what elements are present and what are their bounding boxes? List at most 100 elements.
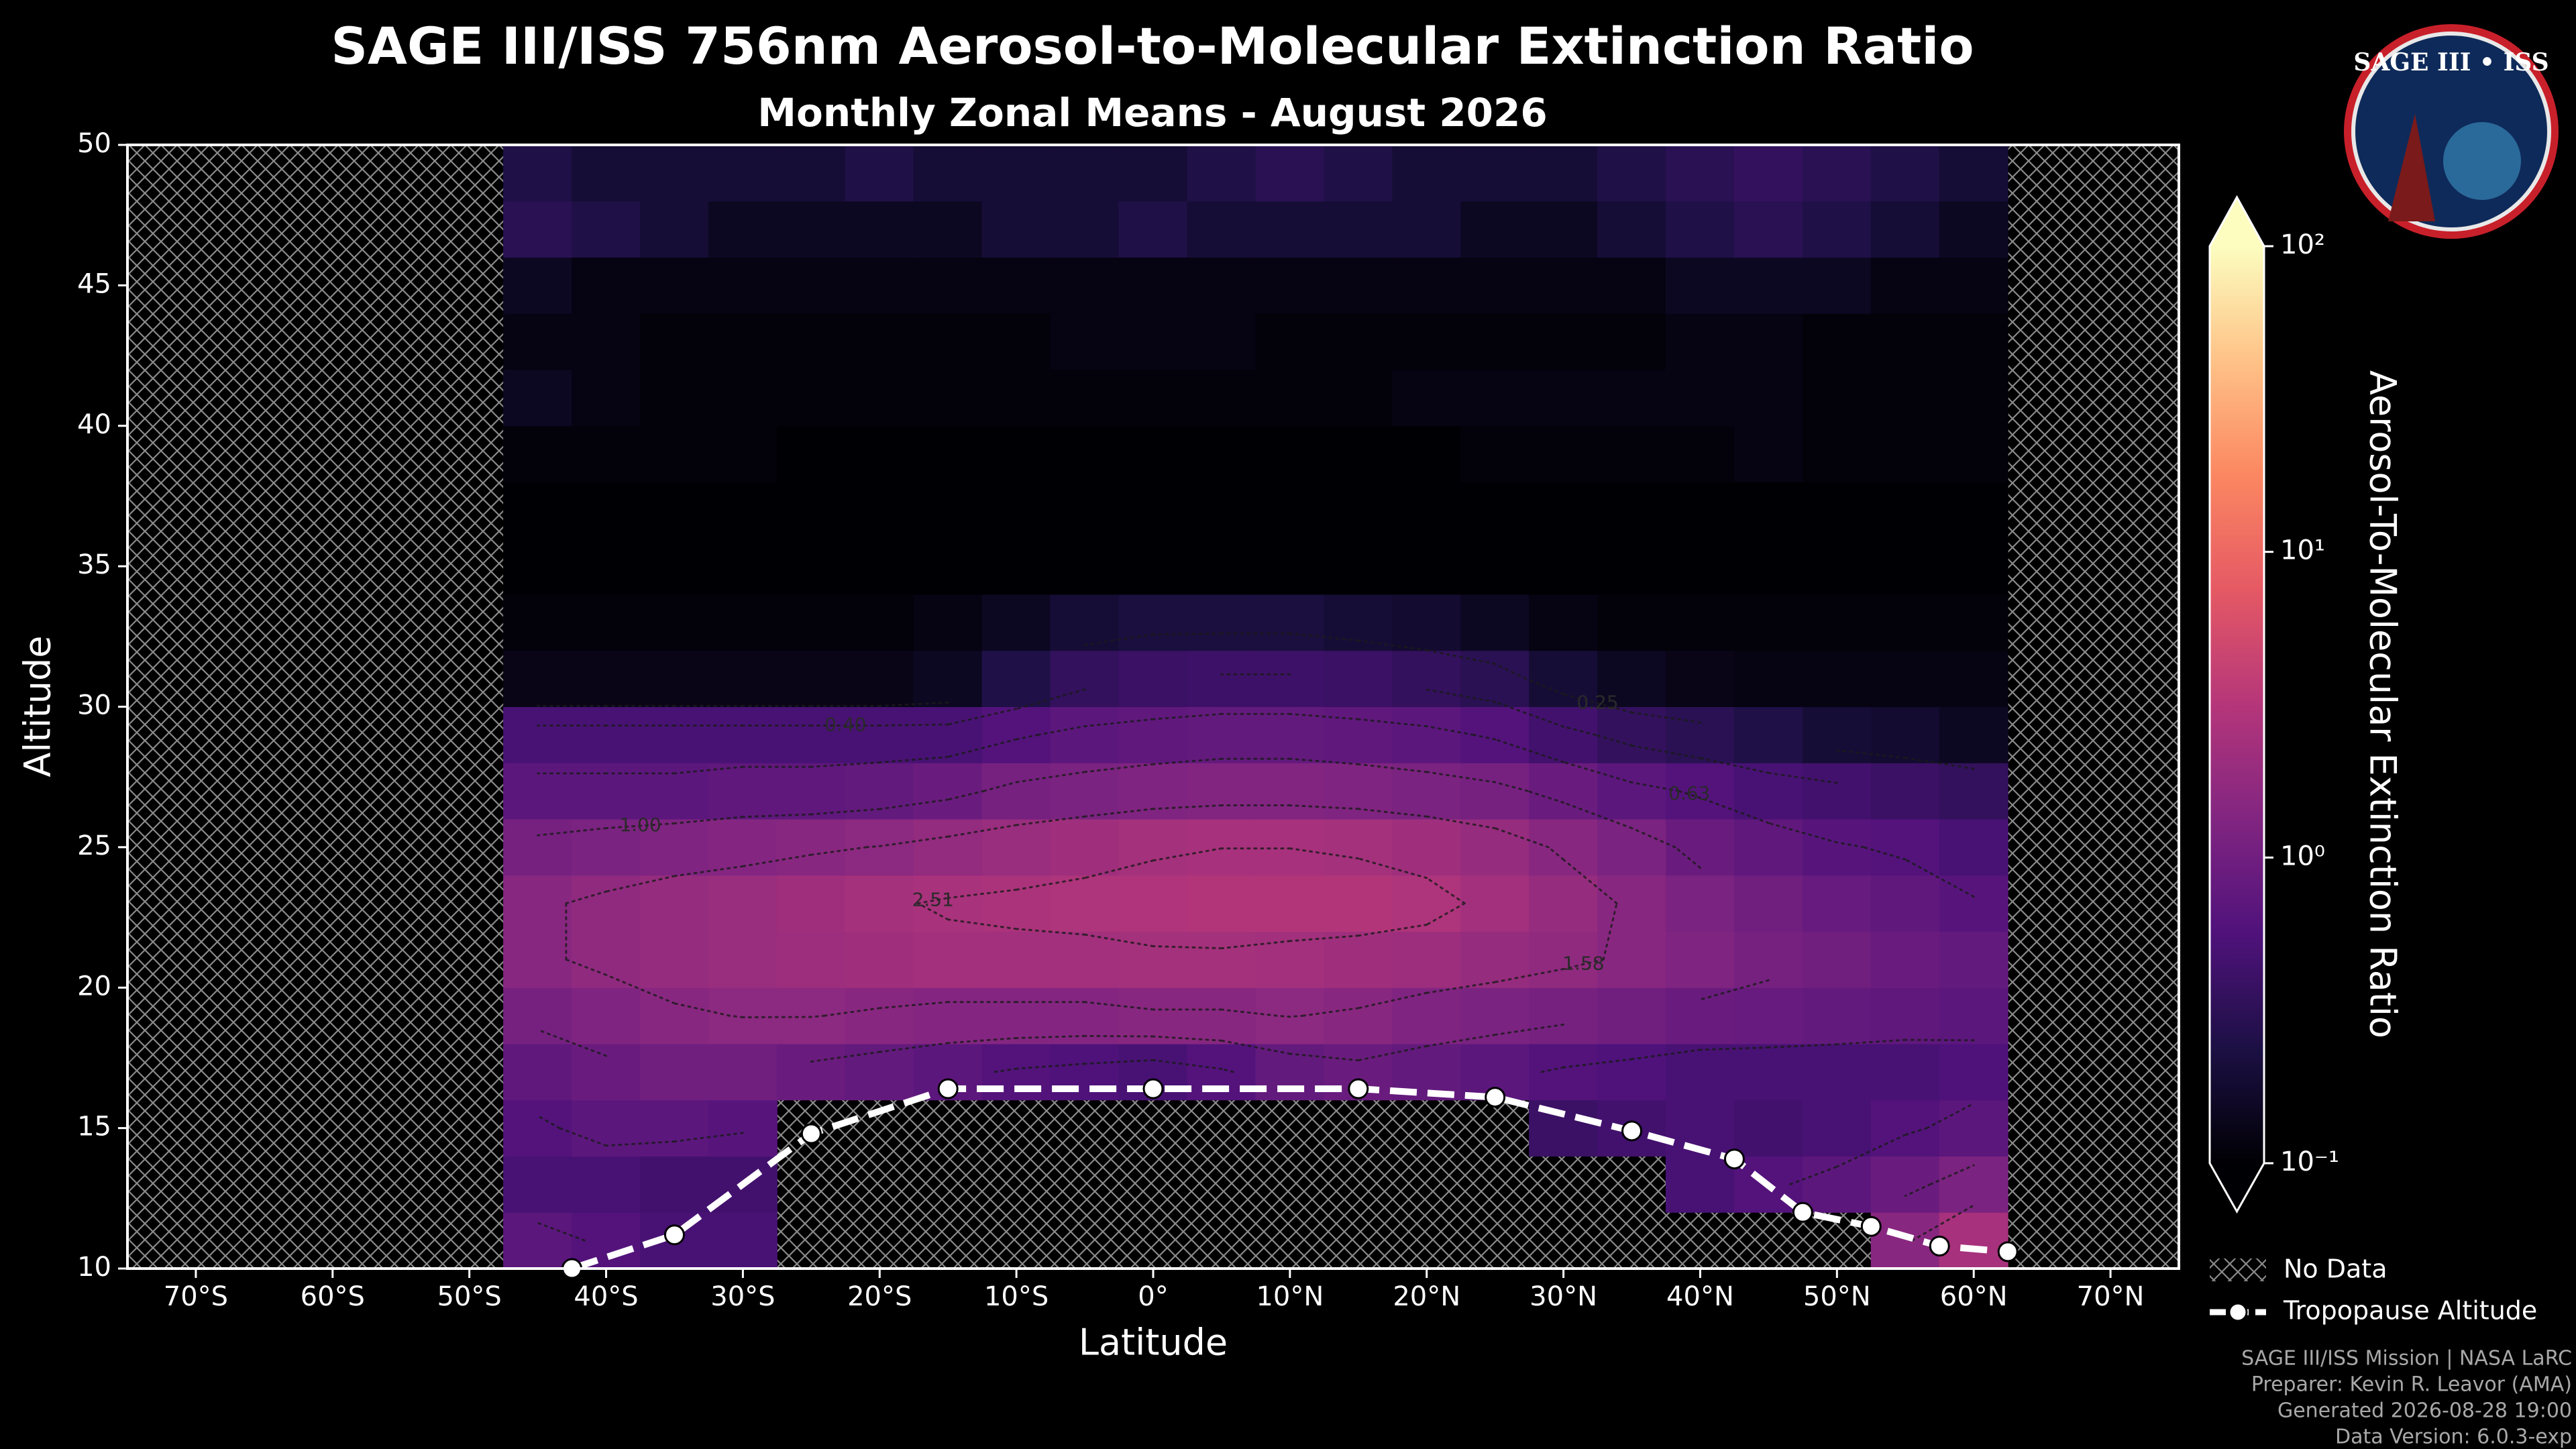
heatmap-cell [1666,1043,1735,1101]
contour-line [916,847,1466,950]
heatmap-cell [1529,762,1599,820]
heatmap-cell [1666,313,1735,370]
tropopause-marker [1929,1236,1950,1256]
contour-label: 2.51 [912,889,954,911]
heatmap-cell [1529,594,1599,651]
heatmap-cell [1939,987,2008,1044]
heatmap-cell [503,201,573,258]
heatmap-cell [1939,1043,2008,1101]
heatmap-cell [572,1043,641,1101]
heatmap-cell [708,425,777,482]
heatmap-cell [913,818,983,876]
tropopause-marker [1792,1201,1813,1223]
heatmap-cell [1733,650,1803,707]
heatmap-cell [913,706,983,763]
y-tick-label: 20 [77,971,111,1002]
colorbar-extend-top [2210,197,2264,246]
heatmap-cell [981,313,1051,370]
heatmap-cell [1050,369,1120,427]
heatmap-cell [1050,931,1120,988]
heatmap-cell [1802,482,1872,539]
heatmap-cell [1050,257,1120,314]
heatmap-cell [572,201,641,258]
heatmap-cell [1460,145,1530,202]
heatmap-cell [1460,201,1530,258]
heatmap-cell [1392,594,1462,651]
heatmap-cell [1255,762,1325,820]
heatmap-cell [776,313,846,370]
heatmap-cell [1324,425,1393,482]
heatmap-cell [1802,1043,1872,1101]
heatmap-cell [1733,145,1803,202]
heatmap-cell [1392,145,1462,202]
heatmap-cell [1460,369,1530,427]
colorbar-title: Aerosol-To-Molecular Extinction Ratio [2361,370,2404,1038]
heatmap-cell [1118,987,1188,1044]
heatmap-cell [503,1043,573,1101]
heatmap-cell [1460,425,1530,482]
heatmap-cell [1118,313,1188,370]
heatmap-cell [708,650,777,707]
heatmap-cell [913,425,983,482]
heatmap-cell [845,762,914,820]
heatmap-cell [1187,875,1256,932]
heatmap-cell [1255,369,1325,427]
heatmap-cell [1118,762,1188,820]
heatmap-cell [1939,313,2008,370]
heatmap-cell [1529,145,1599,202]
heatmap-cell [776,650,846,707]
heatmap-cell [572,931,641,988]
x-tick-label: 30°S [710,1281,775,1312]
heatmap-cell [981,650,1051,707]
heatmap-cell [1733,987,1803,1044]
heatmap-cell [1666,931,1735,988]
contour-label: 1.58 [1562,952,1604,974]
heatmap-cell [640,987,709,1044]
heatmap-cell [1118,594,1188,651]
heatmap-cell [1529,706,1599,763]
heatmap-cell [1597,313,1666,370]
footer-line: Preparer: Kevin R. Leavor (AMA) [2251,1373,2572,1397]
heatmap-cell [1187,145,1256,202]
heatmap-cell [913,650,983,707]
heatmap-cell [1802,425,1872,482]
x-tick-label: 70°N [2077,1281,2145,1312]
heatmap-cell [1939,650,2008,707]
heatmap-cell [1733,537,1803,595]
heatmap-cell [1666,145,1735,202]
heatmap-cell [1802,537,1872,595]
tropopause-marker [663,1224,685,1246]
y-tick-label: 40 [77,409,111,440]
heatmap-cell [1392,201,1462,258]
x-tick-label: 10°N [1256,1281,1324,1312]
heatmap-cell [1939,706,2008,763]
tropopause-marker [1997,1241,2019,1263]
heatmap-cell [1597,650,1666,707]
heatmap-cell [1050,818,1120,876]
heatmap-cell [572,145,641,202]
heatmap-cell [1802,706,1872,763]
heatmap-cell [572,594,641,651]
heatmap-cell [1255,875,1325,932]
heatmap-cell [1187,425,1256,482]
heatmap-cell [1870,369,1940,427]
heatmap-cell [708,313,777,370]
heatmap-cell [1529,987,1599,1044]
heatmap-cell [1802,145,1872,202]
heatmap-cell [572,1099,641,1157]
heatmap-cell [640,706,709,763]
heatmap-cell [1597,425,1666,482]
heatmap-cell [708,987,777,1044]
heatmap-cell [708,594,777,651]
heatmap-cell [1392,482,1462,539]
heatmap-cell [640,369,709,427]
heatmap-cell [503,875,573,932]
heatmap-cell [503,818,573,876]
heatmap-cell [845,650,914,707]
heatmap-cell [1802,369,1872,427]
x-axis-title: Latitude [1079,1322,1228,1364]
colorbar-tick-label: 10¹ [2280,535,2325,566]
x-tick-label: 40°N [1666,1281,1734,1312]
heatmap-cell [1666,818,1735,876]
heatmap-cell [1666,594,1735,651]
